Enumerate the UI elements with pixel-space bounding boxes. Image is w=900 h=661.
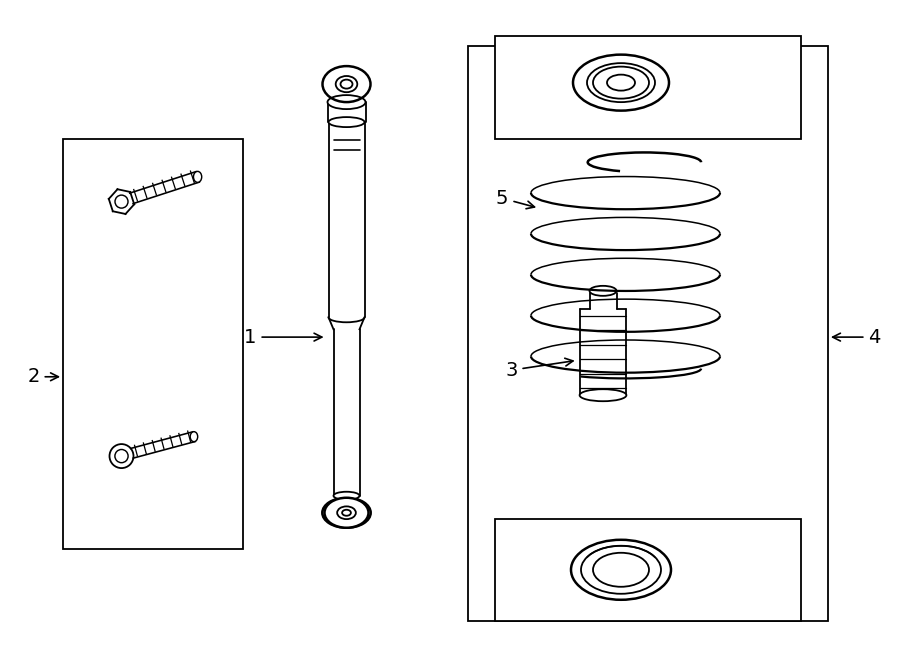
Ellipse shape	[593, 67, 649, 98]
Ellipse shape	[587, 63, 655, 102]
Ellipse shape	[590, 286, 616, 296]
Bar	[63, 139, 243, 549]
Text: 3: 3	[505, 358, 573, 379]
Ellipse shape	[194, 171, 202, 182]
Ellipse shape	[328, 95, 365, 109]
Ellipse shape	[328, 117, 364, 127]
Text: 2: 2	[27, 368, 58, 386]
Text: 5: 5	[496, 189, 535, 209]
Text: 1: 1	[244, 328, 322, 346]
Ellipse shape	[334, 492, 359, 500]
Circle shape	[110, 444, 133, 468]
Ellipse shape	[571, 540, 671, 600]
Bar	[468, 46, 828, 621]
Bar	[495, 36, 801, 139]
Ellipse shape	[581, 546, 661, 594]
Text: 4: 4	[832, 328, 881, 346]
Ellipse shape	[607, 75, 635, 91]
Ellipse shape	[593, 553, 649, 587]
Bar	[495, 519, 801, 621]
Ellipse shape	[325, 498, 368, 527]
Ellipse shape	[322, 498, 371, 527]
Ellipse shape	[573, 55, 669, 110]
Ellipse shape	[580, 389, 626, 401]
Ellipse shape	[190, 432, 198, 442]
